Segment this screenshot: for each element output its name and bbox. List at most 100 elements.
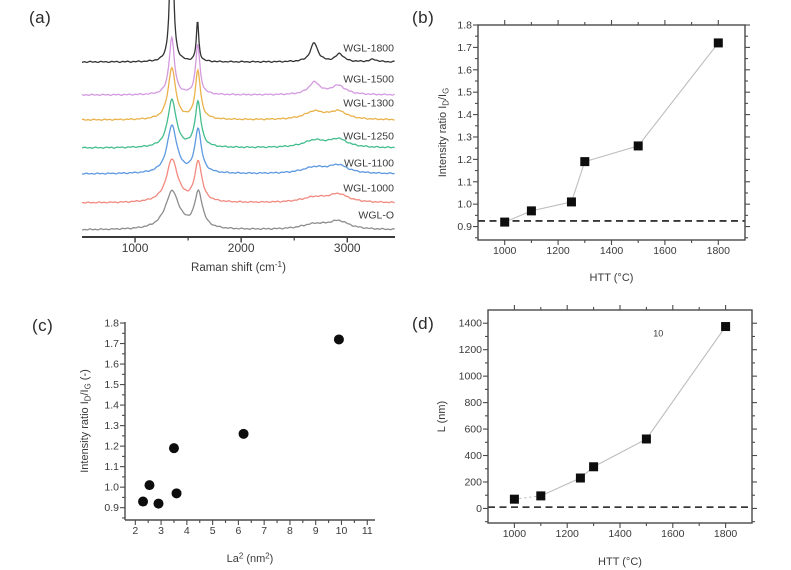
data-point	[500, 217, 510, 227]
y-tick-label: 1000	[459, 371, 483, 383]
y-tick-label: 1.2	[457, 154, 472, 166]
panel-c-intensity-ratio-vs-la2: 2 3 4 5 6 7 8 9 10 11 0.9 1.0 1.1 1.2 1.3 1.4 1.5 1.6 1.7 1…	[0, 290, 400, 570]
y-tick-label: 1.3	[457, 131, 472, 143]
data-point	[580, 157, 590, 167]
data-point	[153, 498, 164, 509]
y-axis-label: L (nm)	[436, 401, 448, 432]
x-tick-label: 3000	[334, 241, 361, 255]
y-tick-label: 1.3	[104, 420, 119, 432]
series-label-WGL-1000: WGL-1000	[343, 183, 394, 195]
data-point	[526, 206, 536, 216]
faint-annotation: 10	[653, 328, 663, 338]
x-tick-label: 1600	[661, 528, 685, 540]
panel-b-tag: (b)	[412, 8, 435, 27]
y-tick-label: 200	[464, 476, 482, 488]
data-point	[575, 473, 585, 483]
y-tick-label: 1.4	[457, 109, 472, 121]
y-tick-label: 1.1	[104, 461, 119, 473]
spectra-traces	[81, 0, 395, 231]
y-tick-label: 1.6	[457, 64, 472, 76]
data-point	[509, 494, 519, 504]
data-point	[238, 428, 249, 439]
data-point	[168, 443, 179, 454]
x-tick-label: 6	[235, 525, 241, 537]
spectrum-trace-WGL-1800	[81, 0, 395, 64]
panel-a-tag: (a)	[29, 8, 52, 27]
y-tick-label: 400	[464, 450, 482, 462]
connector-line	[593, 438, 647, 468]
series-label-WGL-1500: WGL-1500	[343, 74, 394, 86]
y-tick-label: 1.4	[104, 400, 119, 412]
data-point	[721, 322, 731, 332]
spectrum-trace-WGL-1500	[81, 35, 395, 97]
x-tick-label: 10	[336, 525, 348, 537]
spectrum-trace-WGL-1000	[81, 158, 395, 204]
series-label-WGL-1250: WGL-1250	[343, 131, 394, 143]
data-point	[641, 434, 651, 444]
connector-line	[540, 477, 581, 497]
x-tick-label: 1200	[546, 245, 570, 257]
data-point	[633, 141, 643, 151]
y-tick-label: 600	[464, 424, 482, 436]
spectrum-trace-WGL-1250	[81, 98, 395, 149]
data-point	[713, 38, 723, 48]
series-label-WGL-O: WGL-O	[358, 210, 394, 222]
x-tick-label: 8	[287, 525, 293, 537]
y-tick-label: 0.9	[104, 502, 119, 514]
x-tick-label: 1000	[503, 528, 527, 540]
x-tick-label: 11	[362, 525, 373, 537]
x-tick-label: 1400	[608, 528, 632, 540]
spectrum-trace-WGL-1300	[81, 66, 395, 121]
raman-spectra-chart: WGL-O WGL-1000 WGL-1100 WGL-1250 WGL-1300 WGL…	[81, 0, 395, 274]
y-tick-label: 0.9	[457, 221, 472, 233]
crystallite-size-htt-chart: 10 1000 1200 1400 1600 1800 0 200 400 600 800 1000 1…	[436, 305, 757, 568]
series-label-WGL-1800: WGL-1800	[343, 43, 394, 55]
y-tick-label: 1.5	[457, 87, 472, 99]
data-point	[138, 496, 149, 507]
y-axis-label: Intensity ratio ID/IG (-)	[79, 369, 92, 473]
panel-d-tag: (d)	[412, 314, 435, 333]
x-axis-label: HTT (°C)	[598, 556, 642, 568]
x-tick-label: 1800	[707, 245, 731, 257]
y-tick-label: 1.8	[457, 20, 472, 32]
x-axis-label: HTT (°C)	[590, 272, 634, 284]
y-tick-label: 1.8	[104, 318, 119, 330]
data-point	[171, 488, 182, 499]
y-tick-label: 1200	[459, 344, 483, 356]
x-tick-label: 9	[313, 525, 319, 537]
x-tick-label: 1800	[714, 528, 738, 540]
panel-d-crystallite-size-vs-htt: 10 1000 1200 1400 1600 1800 0 200 400 600 800 1000 1…	[400, 290, 791, 570]
x-tick-label: 2000	[228, 241, 255, 255]
connector-line	[584, 145, 639, 163]
y-tick-label: 0	[476, 503, 482, 515]
y-axis-label: Intensity ratio ID/IG	[437, 88, 450, 178]
x-axis-label: Raman shift (cm-1)	[191, 259, 286, 274]
x-axis-label: La2 (nm2)	[227, 551, 274, 565]
y-tick-label: 1.5	[104, 379, 119, 391]
panel-b-intensity-ratio-vs-htt: 1000 1200 1400 1600 1800 0.9 1.0 1.1 1.2 1.3 1.4 1.…	[400, 0, 791, 290]
y-tick-label: 1.6	[104, 359, 119, 371]
spectrum-trace-WGL-O	[81, 189, 395, 231]
x-tick-label: 2	[132, 525, 138, 537]
x-tick-label: 4	[184, 525, 190, 537]
data-point	[536, 491, 546, 501]
x-tick-label: 5	[210, 525, 216, 537]
spectrum-trace-WGL-1100	[81, 124, 395, 175]
y-tick-label: 1.2	[104, 441, 119, 453]
data-point	[589, 462, 599, 472]
y-tick-label: 1.7	[104, 338, 119, 350]
data-point	[333, 334, 344, 345]
y-tick-label: 1400	[459, 318, 483, 330]
connector-line	[645, 326, 727, 440]
x-tick-label: 1000	[493, 245, 517, 257]
x-tick-label: 1400	[600, 245, 624, 257]
x-tick-label: 7	[261, 525, 267, 537]
intensity-ratio-htt-chart: 1000 1200 1400 1600 1800 0.9 1.0 1.1 1.2 1.3 1.4 1.…	[437, 20, 750, 284]
connector-line	[531, 201, 572, 212]
panel-c-tag: (c)	[32, 316, 54, 335]
y-tick-label: 800	[464, 397, 482, 409]
y-tick-label: 1.0	[104, 482, 119, 494]
connector-line	[637, 42, 719, 147]
x-tick-label: 3	[158, 525, 164, 537]
